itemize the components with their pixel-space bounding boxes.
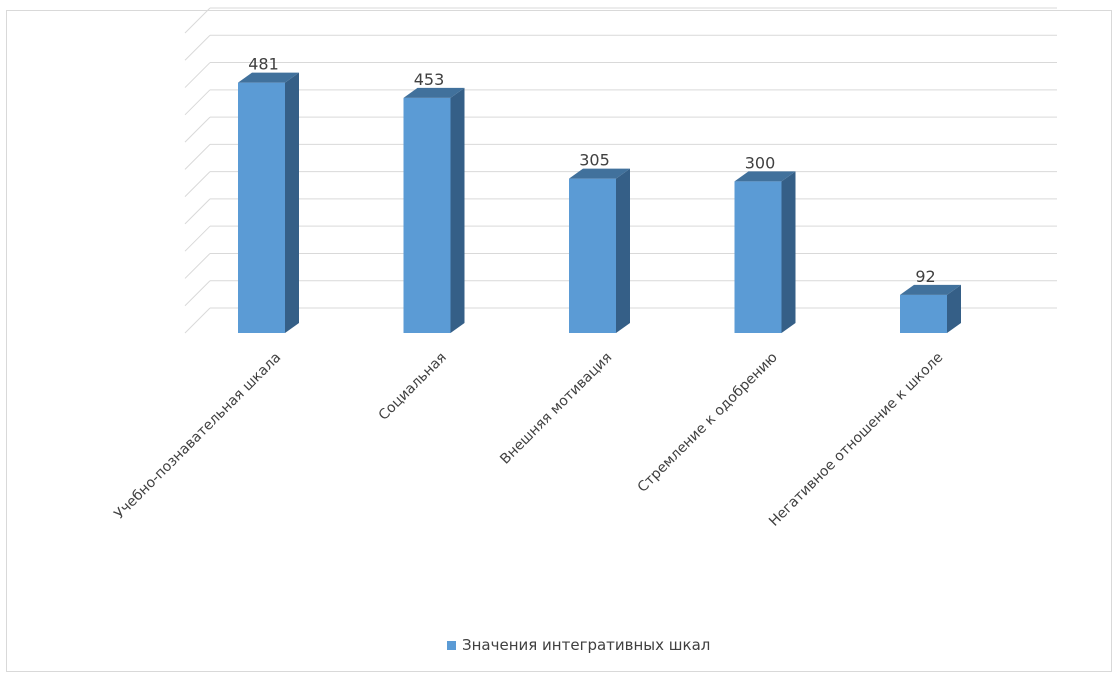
category-label: Внешняя мотивация xyxy=(497,350,615,468)
bar xyxy=(900,294,947,333)
bar-top xyxy=(238,72,299,83)
bar-side xyxy=(947,284,961,333)
data-label: 453 xyxy=(414,70,445,89)
data-label: 300 xyxy=(745,153,776,172)
bar-top xyxy=(403,87,465,98)
bar-side xyxy=(616,168,630,333)
bar xyxy=(403,97,451,333)
data-label: 305 xyxy=(579,151,610,170)
gridline-side xyxy=(184,62,211,88)
gridline-side xyxy=(184,144,211,170)
legend-label: Значения интегративных шкал xyxy=(462,636,711,654)
gridline-side xyxy=(184,7,211,34)
chart-frame xyxy=(6,10,1112,672)
category-label: Стремление к одобрению xyxy=(635,349,781,495)
gridline-side xyxy=(184,280,211,307)
bar-top xyxy=(900,284,961,295)
gridline-side xyxy=(184,307,211,334)
bar xyxy=(734,181,782,333)
bar-side xyxy=(450,87,465,333)
bar xyxy=(238,82,285,334)
bar-top xyxy=(569,168,630,179)
bar-side xyxy=(781,171,796,333)
gridline-side xyxy=(184,116,211,143)
legend-swatch xyxy=(447,640,456,650)
category-label: Негативное отношение к школе xyxy=(766,350,946,530)
gridline-side xyxy=(184,34,211,61)
data-label: 481 xyxy=(248,55,279,74)
bar-top xyxy=(734,171,796,182)
gridline-side xyxy=(184,89,211,116)
data-label: 92 xyxy=(915,267,935,286)
bar-side xyxy=(285,72,299,334)
gridline-side xyxy=(184,253,211,279)
legend: Значения интегративных шкал xyxy=(447,636,710,654)
gridline-side xyxy=(184,171,211,197)
gridline-side xyxy=(184,225,211,252)
category-label: Учебно-познавательная шкала xyxy=(111,350,284,523)
category-label: Социальная xyxy=(376,350,450,424)
bar xyxy=(569,178,616,333)
gridline-side xyxy=(184,198,211,225)
